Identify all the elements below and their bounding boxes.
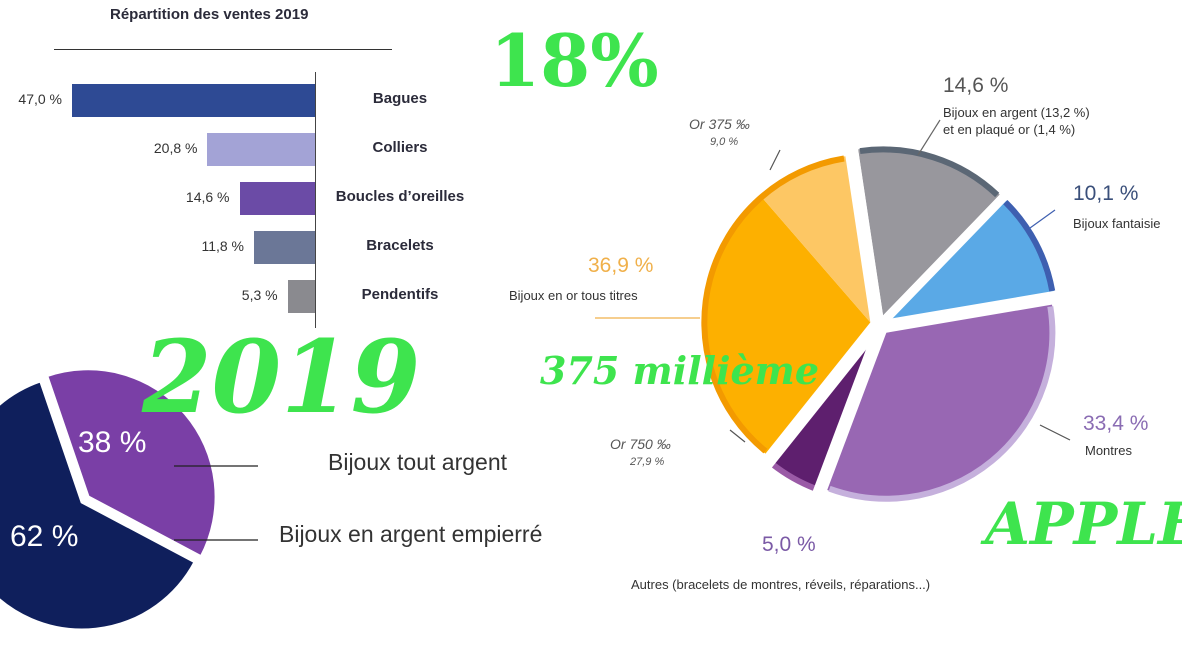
- pie-label-fantaisie: Bijoux fantaisie: [1073, 216, 1161, 231]
- pie-label-or750-pct: 27,9 %: [630, 456, 665, 468]
- pie-slice: [44, 367, 218, 559]
- leader-line: [917, 119, 941, 156]
- pie-slice: [858, 147, 1000, 316]
- pie-separator: [879, 290, 1061, 330]
- leader-line: [1029, 209, 1056, 229]
- pie-label-or375-pct: 9,0 %: [710, 136, 739, 148]
- overlay-millieme: 375 millième: [540, 348, 820, 393]
- leader-line: [769, 149, 781, 171]
- pie-slice: [760, 156, 871, 323]
- left-pie-legend-argent: Bijoux tout argent: [328, 449, 508, 475]
- bar-value-label: 14,6 %: [185, 189, 230, 205]
- title-divider: [54, 49, 392, 50]
- bar: [253, 231, 315, 264]
- pie-slice: [770, 333, 876, 491]
- pie-slice: [0, 378, 198, 632]
- bar-category-label: Boucles d’oreilles: [335, 188, 465, 205]
- leader-line: [1039, 424, 1071, 441]
- left-pie-legend-empierre: Bijoux en argent empierré: [279, 521, 543, 547]
- pie-label-fantaisie-pct: 10,1 %: [1073, 182, 1139, 205]
- pie-slice-edge: [1003, 199, 1056, 292]
- bar-value-label: 47,0 %: [18, 91, 62, 107]
- overlay-brand: APPLE: [985, 490, 1182, 558]
- pie-label-montres: Montres: [1085, 443, 1132, 458]
- bar-value-label: 11,8 %: [201, 238, 244, 254]
- left-pie-pct-empierre: 62 %: [10, 520, 79, 553]
- bar-value-label: 5,3 %: [241, 287, 278, 303]
- pie-label-silver-1: Bijoux en argent (13,2 %): [943, 105, 1090, 120]
- pie-slice: [702, 195, 871, 454]
- bar-chart-title: Répartition des ventes 2019: [110, 6, 309, 23]
- pie-slice: [827, 304, 1055, 501]
- pie-label-or-pct: 36,9 %: [588, 254, 654, 277]
- pie-slice: [888, 199, 1055, 321]
- pie-separator: [811, 323, 885, 497]
- bar: [239, 182, 315, 215]
- overlay-year: 2019: [142, 318, 421, 436]
- pie-label-autres: Autres (bracelets de montres, réveils, r…: [631, 577, 931, 592]
- pie-label-or750: Or 750 ‰: [610, 436, 671, 452]
- left-pie-pct-argent: 38 %: [78, 426, 147, 459]
- pie-label-silver-pct: 14,6 %: [943, 74, 1009, 97]
- bar-category-label: Pendentifs: [361, 286, 439, 303]
- pie-slice-edge: [770, 462, 817, 492]
- bar: [72, 84, 315, 117]
- pie-label-or: Bijoux en or tous titres: [509, 288, 638, 303]
- pie-separator: [762, 322, 884, 471]
- pie-label-montres-pct: 33,4 %: [1083, 412, 1149, 435]
- pie-slice-edge: [859, 146, 1000, 198]
- pie-label-silver-2: et en plaqué or (1,4 %): [943, 122, 1076, 137]
- bar-axis: [315, 72, 316, 328]
- bar: [207, 133, 315, 166]
- pie-label-or375: Or 375 ‰: [689, 116, 750, 132]
- bar-value-label: 20,8 %: [153, 140, 198, 156]
- bar-category-label: Colliers: [372, 139, 428, 156]
- bar-category-label: Bagues: [372, 90, 428, 107]
- overlay-18-percent: 18%: [490, 18, 659, 103]
- leader-line: [729, 429, 746, 443]
- pie-slice-edge: [701, 155, 845, 454]
- pie-separator: [876, 190, 1010, 329]
- pie-separator: [848, 144, 885, 326]
- bar-category-label: Bracelets: [366, 237, 434, 254]
- pie-slice-edge: [828, 306, 1056, 502]
- pie-label-autres-pct: 5,0 %: [762, 533, 816, 556]
- bar: [287, 280, 315, 313]
